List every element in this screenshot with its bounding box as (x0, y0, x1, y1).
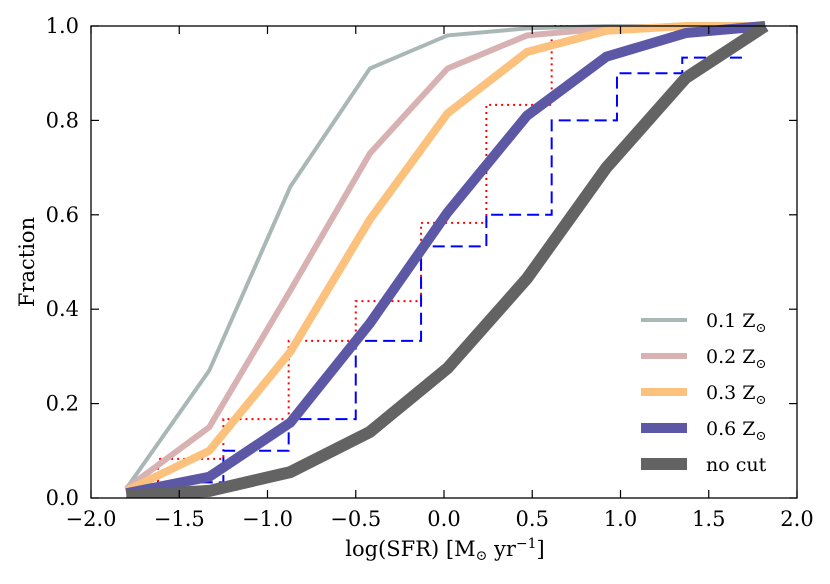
x-tick-label: 0.5 (516, 507, 549, 531)
y-tick-label: 0.8 (46, 108, 79, 132)
y-axis-label: Fraction (15, 217, 39, 307)
y-tick-label: 0.2 (46, 392, 79, 416)
dashed-step-series (126, 56, 748, 498)
x-axis-label: log(SFR) [M⊙ yr−1] (345, 536, 544, 564)
x-tick-label: −1.0 (242, 507, 293, 531)
x-tick-label: −0.5 (330, 507, 381, 531)
x-tick-label: 0.0 (427, 507, 460, 531)
x-tick-label: 1.0 (604, 507, 637, 531)
legend-label: 0.3 Z⊙ (706, 382, 766, 408)
plot-frame (90, 25, 798, 499)
step-series-layer (126, 25, 748, 498)
series-line-3 (124, 22, 766, 495)
legend: 0.1 Z⊙ 0.2 Z⊙ 0.3 Z⊙ 0.6 Z⊙ no cut (641, 310, 767, 476)
x-tick-label: −1.5 (154, 507, 205, 531)
y-tick-label: 1.0 (46, 14, 79, 38)
x-axis-label-sub: ⊙ (476, 548, 488, 564)
legend-label: 0.2 Z⊙ (706, 346, 766, 372)
x-axis-label-close: ] (537, 537, 545, 561)
series-line-5 (125, 20, 769, 498)
x-axis-label-sup: −1 (516, 536, 537, 552)
y-tick-label: 0.4 (46, 297, 79, 321)
legend-label: 0.1 Z⊙ (706, 310, 766, 336)
legend-label: 0.6 Z⊙ (706, 418, 766, 444)
x-axis-label-main: log(SFR) [M (345, 537, 475, 561)
y-tick-label: 0.0 (46, 486, 79, 510)
axis-ticks: −2.0 −1.5 −1.0 −0.5 0.0 0.5 1.0 1.5 2.0 0.0 0.2 0.4… (46, 14, 814, 531)
x-tick-label: 1.5 (692, 507, 725, 531)
x-tick-label: 2.0 (780, 507, 813, 531)
x-tick-label: −2.0 (66, 507, 117, 531)
line-series-layer (124, 20, 769, 498)
x-axis-label-tail: yr (487, 537, 517, 561)
legend-label: no cut (706, 454, 767, 476)
y-tick-label: 0.6 (46, 203, 79, 227)
series-line-4 (125, 21, 766, 498)
